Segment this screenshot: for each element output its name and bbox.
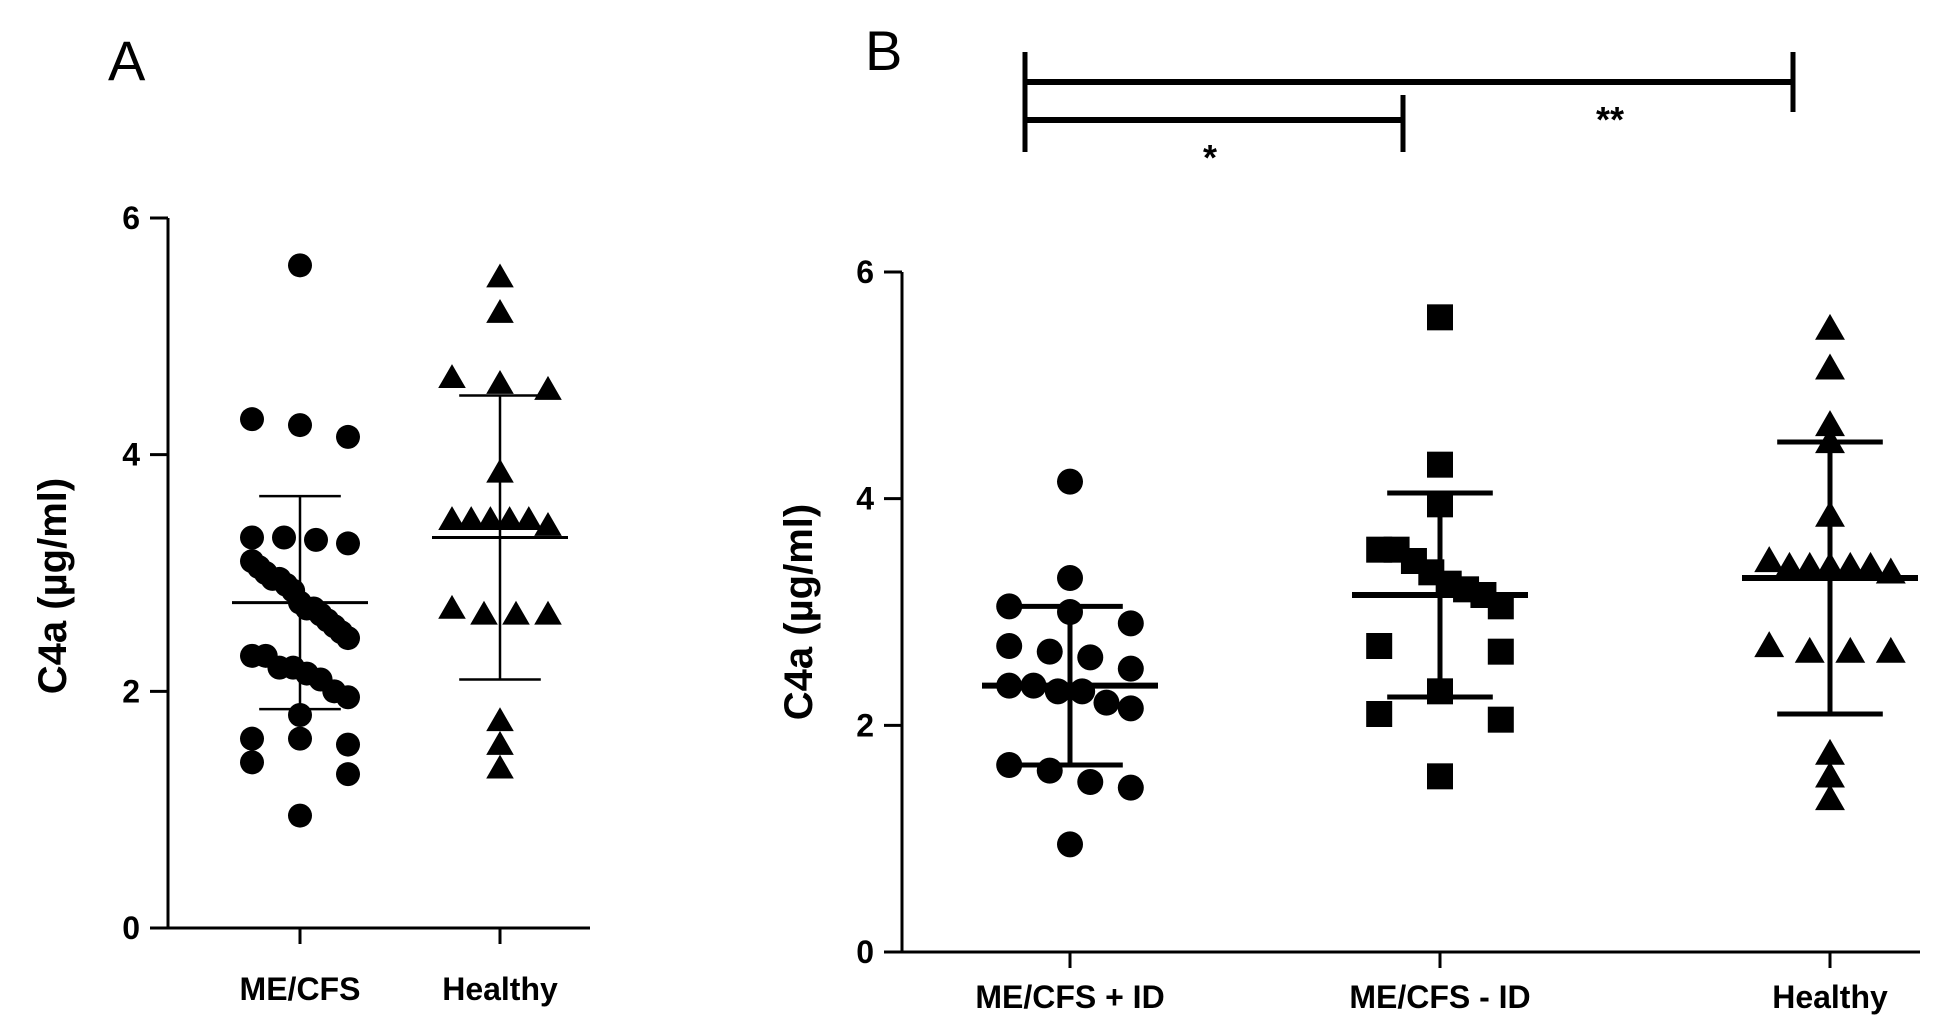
panel-a-category-label: Healthy bbox=[442, 971, 558, 1007]
panel-b-y-tick-label: 2 bbox=[856, 707, 874, 743]
panel-b-chart: C4a (µg/ml) 0 2 4 6 ME/CFS + ID ME/CFS - ID He… bbox=[777, 52, 1920, 1015]
panel-b-data-point bbox=[996, 752, 1023, 778]
panel-b-data-point bbox=[1117, 655, 1144, 682]
panel-a-data-point bbox=[336, 626, 360, 651]
panel-b-data-point bbox=[1427, 763, 1453, 790]
panel-a-category-label: ME/CFS bbox=[240, 971, 361, 1007]
panel-b-category-label: Healthy bbox=[1772, 979, 1888, 1015]
panel-a-data-point bbox=[486, 707, 514, 732]
panel-b-data-point bbox=[1835, 636, 1866, 663]
panel-b-significance-label: ** bbox=[1596, 99, 1624, 140]
panel-a-data-point bbox=[476, 506, 505, 531]
panel-b-data-point bbox=[1427, 451, 1453, 478]
panel-b-data-point bbox=[996, 593, 1023, 620]
panel-a-data-point bbox=[336, 531, 360, 556]
panel-a-data-point bbox=[240, 726, 264, 751]
panel-a-data-point bbox=[240, 750, 264, 775]
panel-a-y-axis-title: C4a (µg/ml) bbox=[31, 478, 75, 694]
panel-a-data-point bbox=[336, 762, 360, 787]
panel-a-chart: C4a (µg/ml) 0 2 4 6 ME/CFS Healthy bbox=[31, 200, 590, 1007]
panel-b-data-point bbox=[1815, 313, 1845, 340]
panel-b-data-point bbox=[1036, 638, 1063, 665]
panel-b-data-point bbox=[1044, 678, 1071, 705]
panel-a-data-point bbox=[288, 413, 312, 438]
panel-b-data-point bbox=[1815, 738, 1845, 765]
panel-b-y-axis-title: C4a (µg/ml) bbox=[777, 504, 821, 720]
panel-a-y-tick-label: 0 bbox=[122, 910, 140, 946]
panel-a-data-point bbox=[438, 594, 466, 619]
panel-b-data-point bbox=[1093, 689, 1120, 716]
panel-b-category-label: ME/CFS + ID bbox=[975, 979, 1164, 1015]
panel-b-data-point bbox=[1077, 769, 1104, 795]
panel-a-y-tick-label: 4 bbox=[122, 437, 140, 473]
panel-b-data-point bbox=[1875, 636, 1906, 663]
panel-a-data-point bbox=[288, 726, 312, 751]
panel-b-data-point bbox=[1855, 551, 1886, 578]
panel-b-data-point bbox=[1774, 551, 1805, 578]
panel-b-data-point bbox=[1117, 695, 1144, 722]
panel-a-data-point bbox=[495, 506, 524, 531]
panel-b-y-tick-label: 4 bbox=[856, 481, 874, 517]
panel-b-data-point bbox=[1815, 410, 1845, 437]
panel-b-data-point bbox=[1117, 774, 1144, 801]
panel-b-data-point bbox=[1057, 831, 1083, 858]
panel-a-data-point bbox=[457, 506, 485, 531]
panel-letter-b: B bbox=[865, 19, 902, 82]
panel-letter-a: A bbox=[108, 29, 146, 92]
panel-b-data-point bbox=[1754, 631, 1785, 658]
panel-b-data-point bbox=[1057, 565, 1083, 591]
panel-b-data-point bbox=[1754, 546, 1785, 573]
panel-a-data-point bbox=[486, 730, 514, 755]
panel-a-data-point bbox=[336, 732, 360, 757]
panel-a-data-point bbox=[486, 263, 514, 288]
panel-b-data-point bbox=[1815, 761, 1845, 788]
panel-a-data-point bbox=[486, 298, 514, 323]
panel-b-category-label: ME/CFS - ID bbox=[1349, 979, 1530, 1015]
panel-b-data-point bbox=[1487, 638, 1514, 665]
panel-b-y-tick-label: 0 bbox=[856, 934, 874, 970]
panel-a-data-point bbox=[304, 527, 328, 552]
panel-a-data-point bbox=[438, 364, 466, 389]
panel-b-data-point bbox=[1835, 551, 1866, 578]
panel-b-data-point bbox=[1487, 706, 1514, 733]
panel-b-data-point bbox=[1077, 644, 1104, 671]
panel-a-data-point bbox=[534, 600, 562, 625]
panel-b-data-point bbox=[1036, 757, 1063, 784]
panel-a-data-point bbox=[336, 424, 360, 449]
panel-b-data-point bbox=[1366, 701, 1393, 727]
panel-b-significance-label: * bbox=[1203, 137, 1217, 178]
panel-a-data-point bbox=[534, 511, 562, 536]
panel-b-data-point bbox=[1815, 784, 1845, 811]
panel-a-data-point bbox=[288, 253, 312, 278]
panel-a-data-point bbox=[470, 600, 498, 625]
panel-a-y-tick-label: 2 bbox=[122, 673, 140, 709]
panel-b-y-tick-label: 6 bbox=[856, 254, 874, 290]
panel-a-y-tick-label: 6 bbox=[122, 200, 140, 236]
panel-a-data-point bbox=[534, 375, 562, 400]
panel-b-data-point bbox=[1815, 353, 1845, 380]
panel-a-data-point bbox=[272, 525, 296, 550]
panel-a-data-point bbox=[438, 506, 466, 531]
panel-a-data-point bbox=[502, 600, 530, 625]
panel-b-data-point bbox=[1117, 610, 1144, 637]
panel-a-data-point bbox=[240, 407, 264, 432]
panel-b-data-point bbox=[1794, 636, 1825, 663]
panel-b-data-point bbox=[1366, 633, 1393, 659]
panel-a-data-point bbox=[515, 506, 543, 531]
panel-b-data-point bbox=[996, 633, 1023, 659]
panel-b-data-point bbox=[1069, 678, 1096, 705]
panel-b-data-point bbox=[1794, 551, 1825, 578]
panel-a-data-point bbox=[486, 369, 514, 394]
panel-b-data-point bbox=[1057, 468, 1083, 495]
panel-b-data-point bbox=[1427, 304, 1453, 331]
panel-a-data-point bbox=[240, 525, 264, 550]
panel-a-data-point bbox=[486, 754, 514, 779]
panel-a-data-point bbox=[288, 803, 312, 828]
panel-a-data-point bbox=[336, 685, 360, 710]
